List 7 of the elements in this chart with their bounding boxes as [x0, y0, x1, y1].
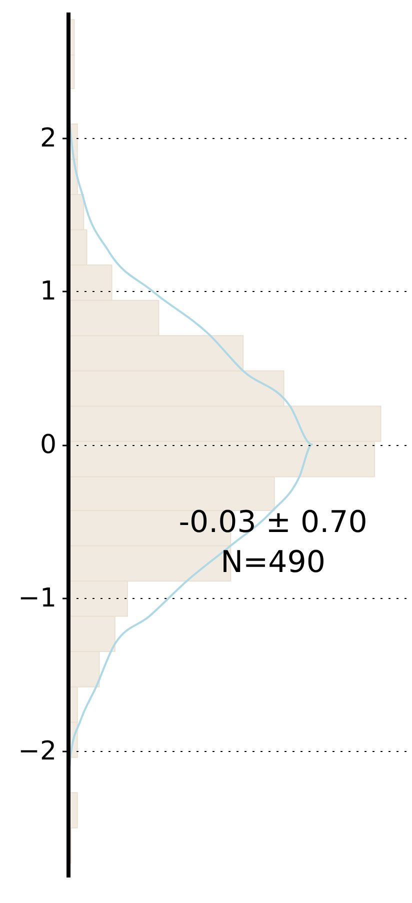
annotation: -0.03 ± 0.70 [178, 505, 368, 540]
y-tick-label: 0 [40, 430, 56, 460]
y-tick-label: 2 [40, 123, 56, 154]
y-tick-label: 1 [40, 276, 56, 307]
y-tick-label: −2 [18, 736, 56, 767]
y-tick-label: −1 [18, 583, 56, 614]
annotation: N=490 [220, 545, 326, 580]
